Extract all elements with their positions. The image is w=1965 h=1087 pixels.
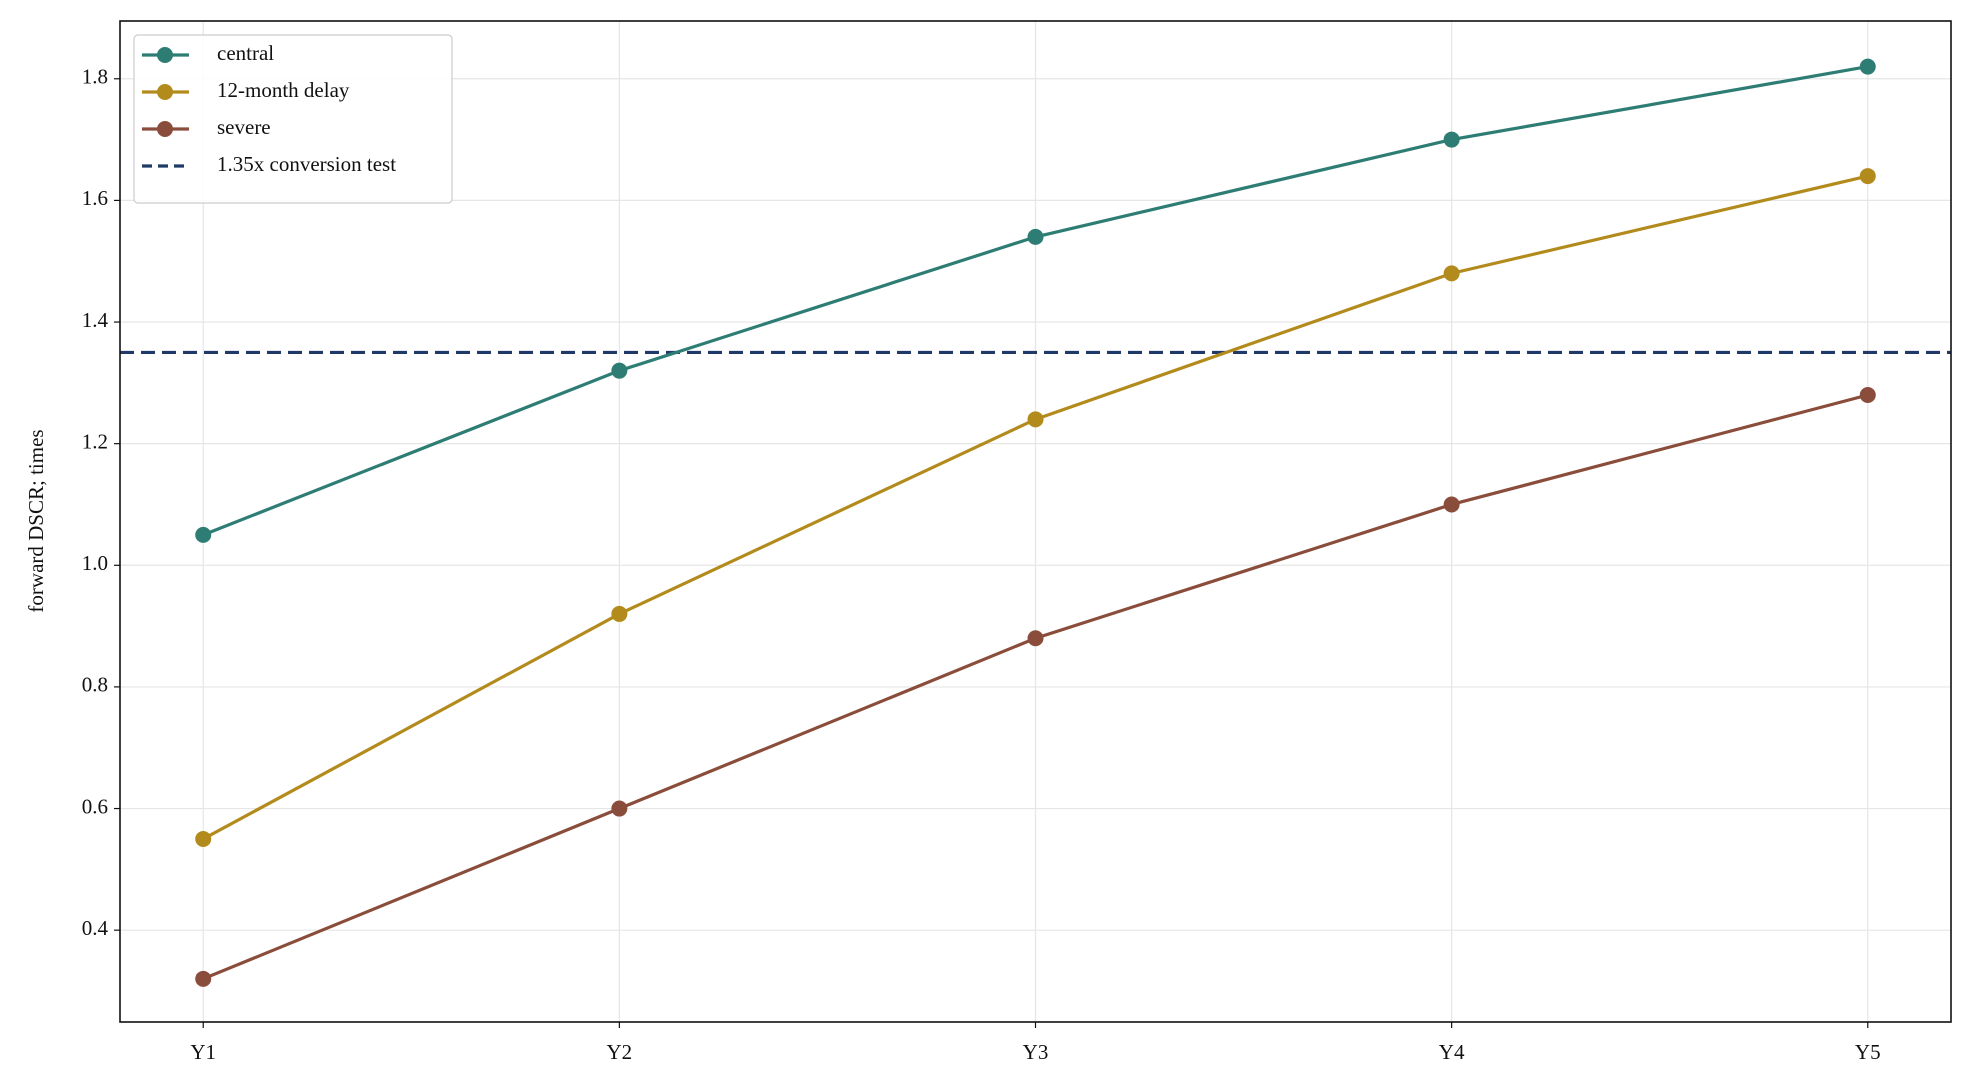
x-tick-label: Y3 [1023,1040,1049,1064]
data-point [611,605,628,622]
data-point [1859,387,1876,404]
data-point [1443,496,1460,513]
data-point [1027,411,1044,428]
legend-label: 1.35x conversion test [217,152,396,176]
data-point [611,800,628,817]
data-point [1859,58,1876,75]
legend-marker [157,47,173,63]
legend-label: central [217,41,274,65]
legend-label: severe [217,115,271,139]
data-point [1027,630,1044,647]
data-point [611,362,628,379]
y-tick-label: 1.2 [82,429,108,453]
y-tick-label: 0.4 [82,916,109,940]
data-point [195,830,212,847]
x-tick-label: Y1 [190,1040,216,1064]
legend-box [133,34,453,204]
x-tick-label: Y5 [1855,1040,1881,1064]
legend-marker [157,84,173,100]
y-tick-label: 1.6 [82,186,108,210]
x-tick-label: Y2 [607,1040,633,1064]
y-axis-label: forward DSCR; times [24,429,48,612]
data-point [1859,168,1876,185]
y-tick-label: 0.8 [82,673,108,697]
data-point [1443,265,1460,282]
data-point [195,526,212,543]
data-point [195,970,212,987]
y-tick-label: 1.0 [82,551,108,575]
plot-frame [119,20,1952,1023]
data-point [1027,228,1044,245]
y-tick-label: 1.8 [82,65,108,89]
legend-label: 12-month delay [217,78,350,102]
x-tick-label: Y4 [1439,1040,1465,1064]
y-tick-label: 0.6 [82,794,108,818]
y-tick-label: 1.4 [82,308,109,332]
legend-marker [157,121,173,137]
data-point [1443,131,1460,148]
legend: central 12-month delay severe 1.35x convers… [133,34,453,204]
